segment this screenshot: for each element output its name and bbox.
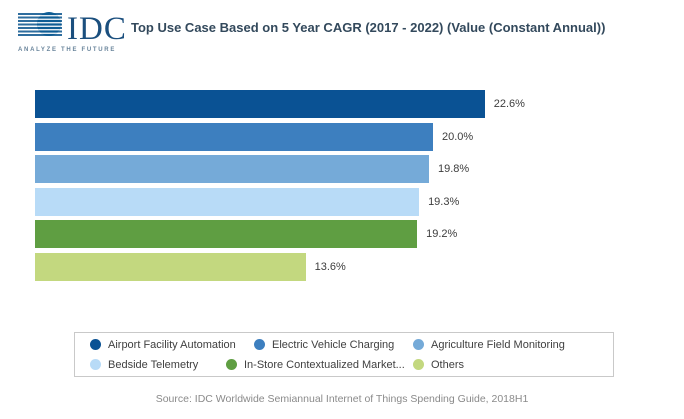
legend-item: In-Store Contextualized Market... — [226, 359, 413, 371]
legend-dot-icon — [90, 339, 101, 350]
legend-item: Bedside Telemetry — [90, 359, 226, 371]
source-note: Source: IDC Worldwide Semiannual Interne… — [155, 393, 529, 405]
bar-value-label: 22.6% — [493, 98, 525, 110]
legend-dot-icon — [413, 339, 424, 350]
bar-5 — [35, 252, 306, 281]
idc-logo-tagline: ANALYZE THE FUTURE — [18, 47, 117, 53]
bar-0 — [35, 90, 485, 118]
legend-dot-icon — [90, 359, 101, 370]
legend-label: Others — [431, 358, 465, 371]
bar-3 — [35, 187, 420, 216]
bar-chart: 22.6% 20.0% 19.8% 19.3% 19.2% 13.6% — [35, 90, 525, 281]
idc-logo: IDC ANALYZE THE FUTURE — [18, 11, 127, 53]
chart-title: Top Use Case Based on 5 Year CAGR (2017 … — [131, 20, 606, 35]
idc-logo-text: IDC — [67, 11, 127, 47]
legend-item: Electric Vehicle Charging — [254, 339, 413, 351]
legend-box: Airport Facility Automation Electric Vehi… — [74, 332, 614, 377]
idc-globe-icon — [18, 11, 64, 44]
legend-label: In-Store Contextualized Market... — [244, 358, 405, 371]
bar-value-label: 19.3% — [428, 195, 460, 208]
legend-row: Bedside Telemetry In-Store Contextualized… — [90, 356, 613, 374]
legend-dot-icon — [413, 359, 424, 370]
legend-item: Others — [413, 359, 464, 371]
legend-item: Airport Facility Automation — [90, 339, 254, 351]
bar-row: 13.6% — [35, 252, 525, 281]
bar-4 — [35, 220, 418, 248]
bar-row: 22.6% — [35, 90, 525, 118]
legend-row: Airport Facility Automation Electric Vehi… — [90, 336, 613, 354]
idc-logo-top: IDC — [18, 11, 127, 47]
legend-label: Electric Vehicle Charging — [272, 338, 395, 351]
bar-row: 19.3% — [35, 187, 525, 216]
bar-value-label: 13.6% — [314, 260, 346, 273]
bar-value-label: 19.8% — [438, 163, 470, 175]
bar-2 — [35, 155, 430, 183]
bar-value-label: 20.0% — [442, 130, 474, 143]
legend-label: Bedside Telemetry — [108, 358, 199, 371]
legend-item: Agriculture Field Monitoring — [413, 339, 565, 351]
bar-value-label: 19.2% — [426, 228, 458, 240]
legend-label: Airport Facility Automation — [108, 338, 236, 351]
legend-dot-icon — [254, 339, 265, 350]
bar-row: 19.8% — [35, 155, 525, 183]
legend-dot-icon — [226, 359, 237, 370]
bar-row: 19.2% — [35, 220, 525, 248]
bar-1 — [35, 122, 433, 151]
bar-row: 20.0% — [35, 122, 525, 151]
legend-label: Agriculture Field Monitoring — [431, 338, 565, 351]
